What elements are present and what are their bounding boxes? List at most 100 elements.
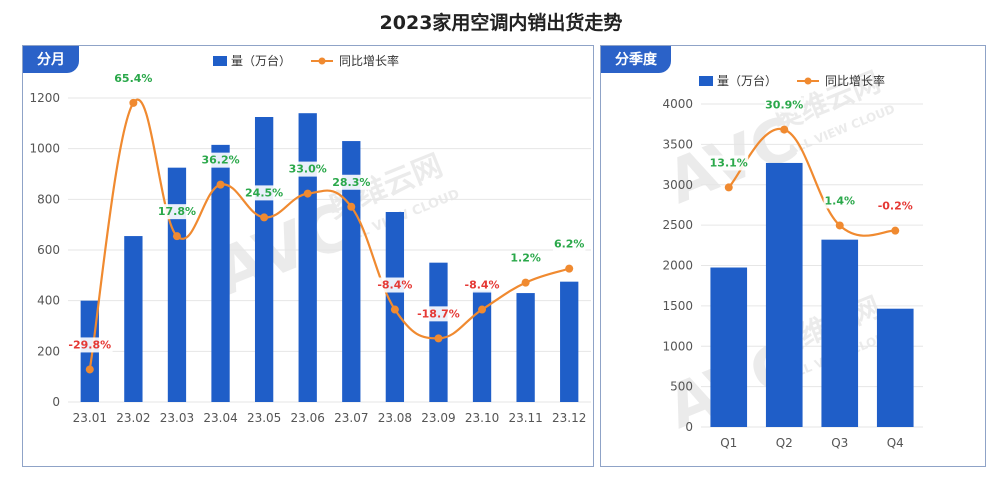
bar [167,167,187,402]
growth-rate-label: -0.2% [878,200,913,213]
x-tick-label: 23.08 [378,411,412,425]
bar [472,290,492,402]
growth-rate-line [88,98,570,370]
growth-label-bg [244,185,284,201]
monthly-chart: AVC 奥维云网 ALL VIEW CLOUD 量（万台） 同比增长率 0 200… [29,53,591,425]
y-tick-label: 0 [52,395,60,409]
legend-line-label: 同比增长率 [339,53,399,68]
x-tick-label: 23.05 [247,411,281,425]
y-tick-label: 600 [37,243,60,257]
growth-rate-label: -29.8% [68,338,111,351]
growth-label-bg [509,250,542,266]
growth-rate-point [129,98,138,107]
bar [254,117,274,402]
legend-bar-swatch [213,56,227,66]
bar [821,239,859,427]
bar [124,236,143,402]
x-tick-label: Q3 [831,436,848,450]
growth-rate-label: 65.4% [114,72,152,85]
quarterly-legend: 量（万台） 同比增长率 [699,73,885,88]
x-tick-label: 23.10 [465,411,499,425]
growth-label-bg [462,277,502,293]
growth-rate-point [478,305,487,314]
bar [710,267,748,427]
growth-rate-label: 28.3% [332,176,370,189]
bar [211,144,230,402]
x-tick-label: 23.04 [203,411,237,425]
legend-bar-swatch [699,76,713,86]
y-tick-label: 1000 [29,142,60,156]
growth-label-bg [66,337,113,353]
y-tick-label: 0 [685,420,693,434]
growth-label-bg [823,193,856,209]
y-tick-label: 1500 [662,299,693,313]
growth-rate-label: 24.5% [245,186,283,199]
monthly-panel: 分月 AVC 奥维云网 ALL VIEW CLOUD 量（万台） 同比增长率 0… [22,45,594,467]
legend-bar-label: 量（万台） [231,53,291,68]
growth-rate-point [835,221,844,230]
x-tick-label: 23.01 [73,411,107,425]
growth-rate-point [85,365,94,374]
growth-rate-label: 36.2% [201,154,239,167]
y-tick-label: 800 [37,192,60,206]
growth-rate-point [172,232,181,241]
bar [298,113,317,402]
growth-label-bg [415,306,462,322]
growth-rate-point [390,305,399,314]
growth-label-bg [764,97,804,113]
bar [342,141,361,403]
y-tick-label: 1200 [29,91,60,105]
quarterly-panel-tag: 分季度 [601,46,671,73]
growth-rate-point [724,183,733,192]
x-tick-label: 23.12 [552,411,586,425]
growth-label-bg [875,198,915,214]
growth-rate-label: -8.4% [377,279,412,292]
growth-label-bg [113,70,153,86]
growth-rate-point [780,125,789,134]
chart-title: 2023家用空调内销出货走势 [379,12,623,34]
growth-label-bg [375,277,415,293]
y-tick-label: 1000 [662,339,693,353]
x-tick-label: 23.02 [116,411,150,425]
y-tick-label: 500 [670,380,693,394]
growth-rate-point [260,213,269,222]
growth-rate-point [521,278,530,287]
monthly-legend: 量（万台） 同比增长率 [213,53,399,68]
x-tick-label: Q4 [887,436,904,450]
monthly-panel-tag: 分月 [23,46,79,73]
x-tick-label: 23.09 [421,411,455,425]
legend-line-marker [318,57,326,65]
growth-rate-label: 33.0% [289,163,327,176]
growth-label-bg [157,204,197,220]
y-tick-label: 2500 [662,218,693,232]
growth-rate-point [216,180,225,189]
growth-rate-label: 1.2% [510,252,541,265]
growth-rate-label: 17.8% [158,205,196,218]
growth-rate-point [891,226,900,235]
bar [560,281,579,402]
growth-rate-label: 13.1% [710,156,748,169]
growth-label-bg [709,155,749,171]
bar [516,293,535,402]
growth-rate-point [565,264,574,273]
growth-rate-point [434,334,443,343]
growth-rate-label: 6.2% [554,238,585,251]
y-tick-label: 3500 [662,137,693,151]
x-tick-label: 23.11 [508,411,542,425]
y-tick-label: 4000 [662,97,693,111]
growth-rate-point [303,189,312,198]
legend-bar-label: 量（万台） [717,73,777,88]
watermark: AVC 奥维云网 ALL VIEW CLOUD [203,148,462,311]
growth-rate-line [727,127,896,237]
growth-label-bg [288,161,328,177]
growth-rate-label: -8.4% [465,279,500,292]
x-tick-label: Q2 [776,436,793,450]
y-tick-label: 3000 [662,178,693,192]
x-tick-label: Q1 [720,436,737,450]
bar [765,162,803,427]
y-tick-label: 2000 [662,259,693,273]
y-tick-label: 400 [37,294,60,308]
quarterly-panel: 分季度 AVC 奥维云网 ALL VIEW CLOUD AVC 奥维云网 ALL… [600,45,986,467]
growth-rate-label: -18.7% [417,307,460,320]
x-tick-label: 23.07 [334,411,368,425]
